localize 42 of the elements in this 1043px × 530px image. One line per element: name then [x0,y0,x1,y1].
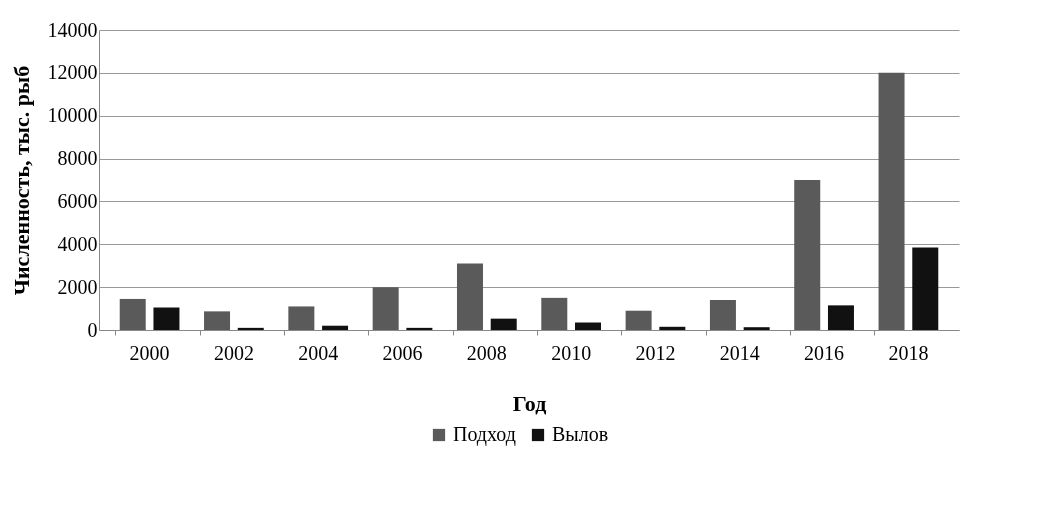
bar [625,310,652,330]
bar [541,297,568,330]
bar [237,327,264,330]
bar [743,327,770,330]
bar [406,327,433,330]
x-tick-label: 2012 [635,341,676,364]
bar [456,263,483,330]
y-axis-title: Численность, тыс. рыб [8,65,34,296]
y-tick-label: 12000 [47,61,98,84]
x-tick-label: 2016 [804,341,845,364]
y-tick-label: 6000 [57,189,98,212]
bar [204,311,231,330]
bar [827,305,854,330]
x-tick-label: 2010 [551,341,592,364]
bar [322,325,349,330]
x-tick-label: 2004 [298,341,339,364]
y-tick-label: 4000 [57,232,98,255]
bar [490,318,517,330]
x-tick-label: 2018 [888,341,929,364]
bar [575,322,602,330]
bar [288,306,315,330]
x-tick-label: 2000 [129,341,170,364]
x-tick-label: 2006 [382,341,423,364]
y-tick-label: 10000 [47,104,98,127]
bar [372,287,399,330]
x-axis-title: Год [512,390,547,416]
legend-label: Вылов [552,423,609,445]
bar [709,300,736,330]
x-tick-label: 2008 [466,341,507,364]
x-tick-label: 2002 [213,341,254,364]
y-tick-label: 2000 [57,275,98,298]
y-tick-label: 0 [87,318,98,341]
bar [878,72,905,330]
y-tick-label: 8000 [57,147,98,170]
x-tick-label: 2014 [719,341,760,364]
bar [153,307,180,330]
bar [912,247,939,330]
bar [119,298,146,330]
bar [794,180,821,330]
bar [659,326,686,330]
y-tick-label: 14000 [47,18,98,41]
legend-label: Подход [453,423,516,446]
